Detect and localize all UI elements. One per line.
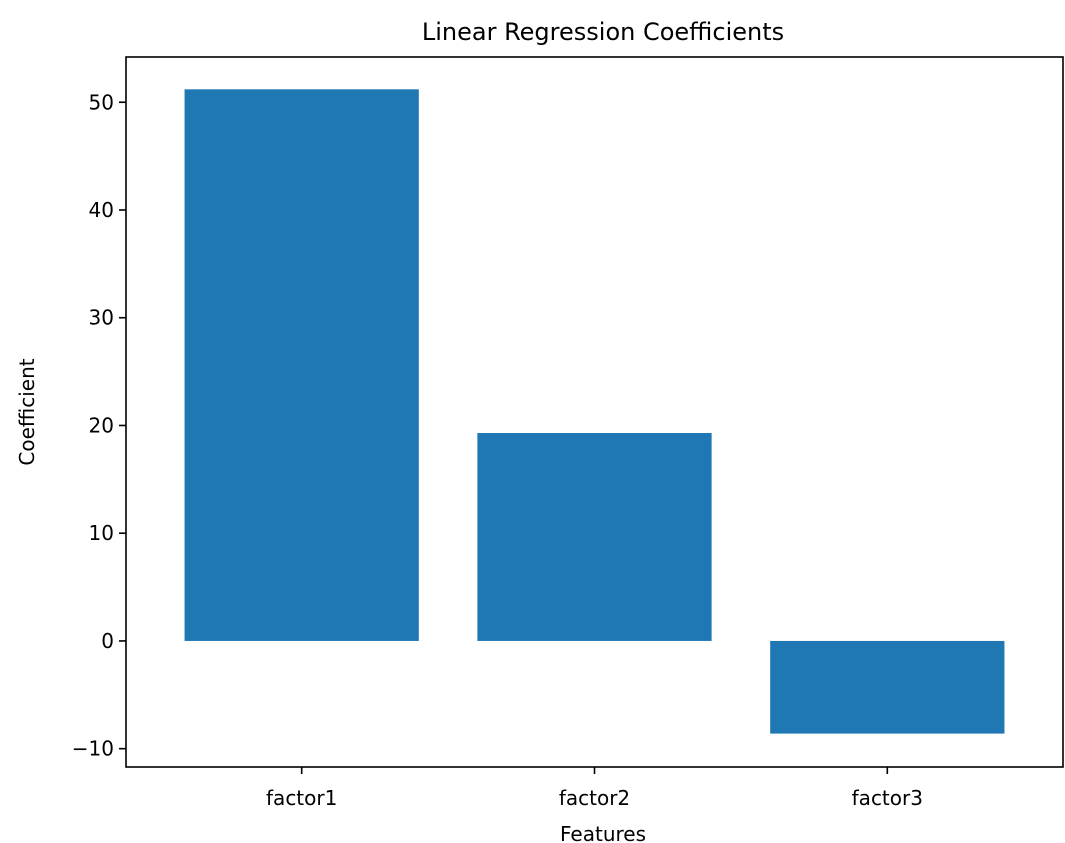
y-tick-label: 40	[89, 198, 114, 222]
bar-factor3	[770, 640, 1005, 734]
y-axis-label: Coefficient	[15, 358, 39, 465]
y-tick-label: 50	[89, 90, 114, 114]
x-tick-label: factor2	[559, 786, 630, 810]
x-axis-label: Features	[560, 822, 646, 843]
y-tick-label: 30	[89, 306, 114, 330]
bars-group	[184, 89, 1005, 734]
x-tick-label: factor3	[852, 786, 923, 810]
chart-title: Linear Regression Coefficients	[422, 18, 784, 46]
bar-factor2	[477, 433, 712, 641]
x-axis-ticks: factor1 factor2 factor3	[266, 767, 923, 810]
y-tick-label: 0	[101, 629, 114, 653]
plot-area-frame	[125, 56, 1064, 768]
x-tick-label: factor1	[266, 786, 337, 810]
y-axis-ticks: −10 0 10 20 30 40 50	[72, 90, 126, 761]
y-tick-label: 20	[89, 413, 114, 437]
y-tick-label: −10	[72, 737, 114, 761]
y-tick-label: 10	[89, 521, 114, 545]
bar-factor1	[184, 89, 419, 641]
